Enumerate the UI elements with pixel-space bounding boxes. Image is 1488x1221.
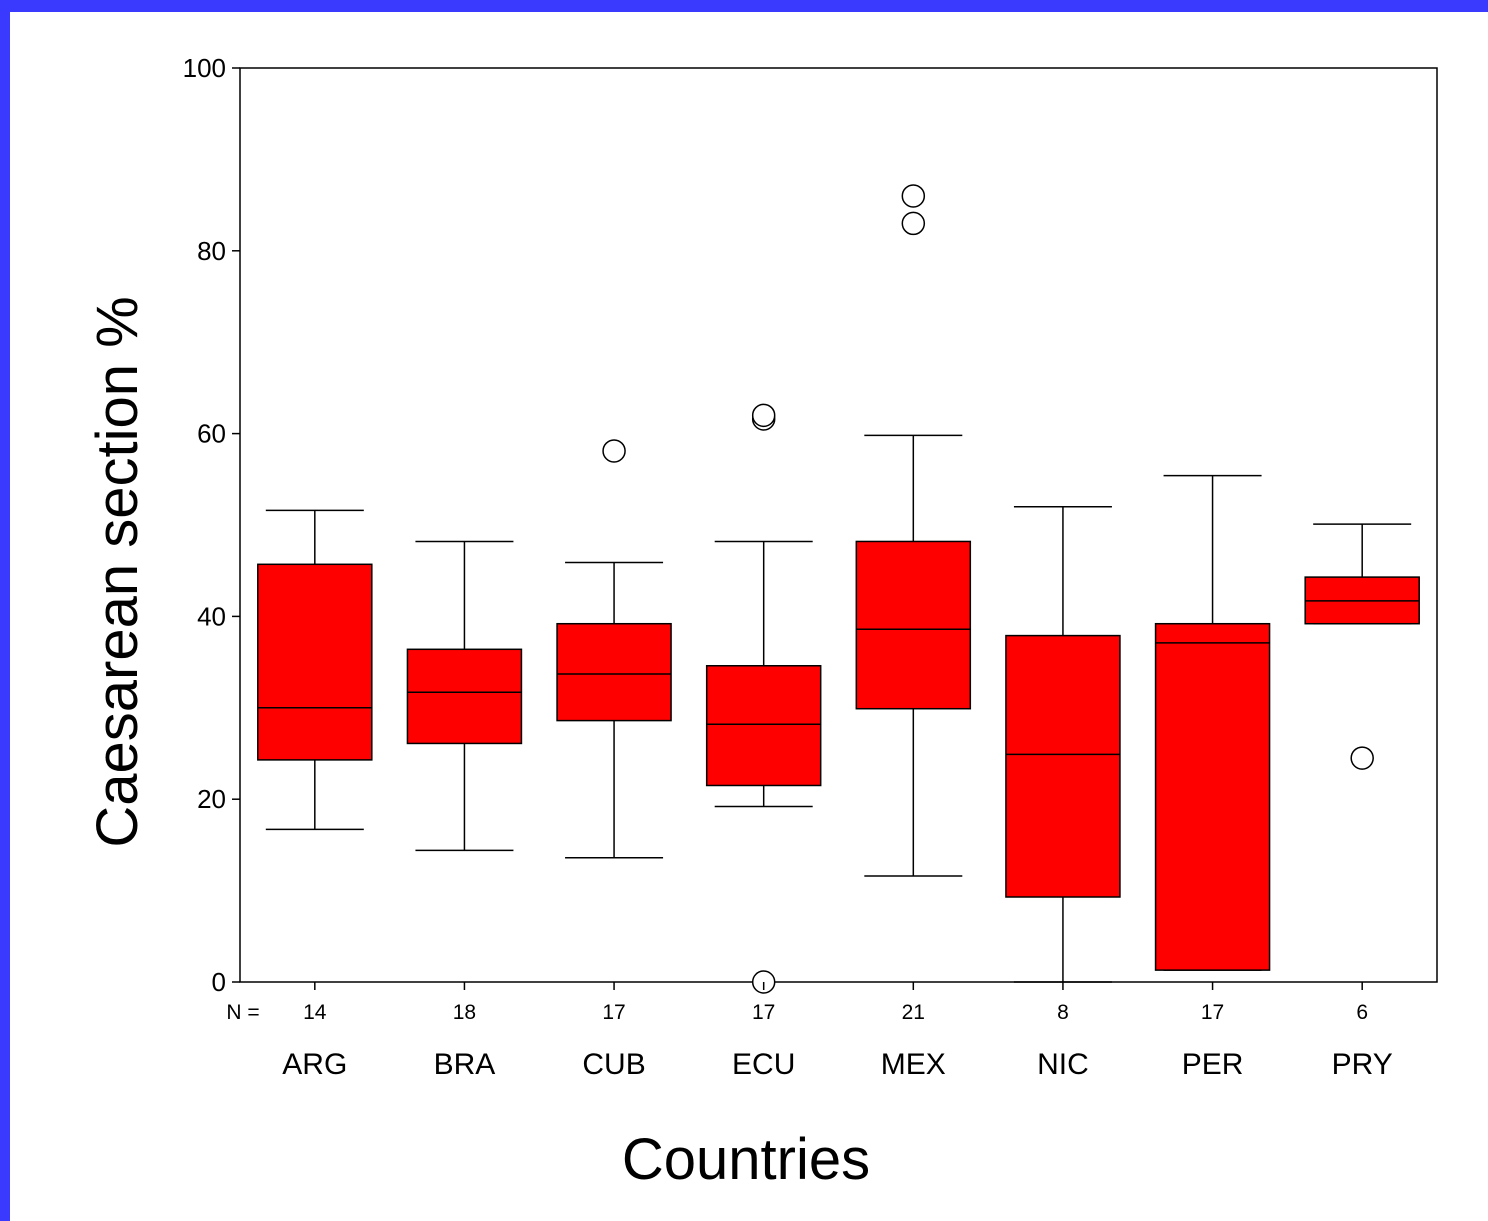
box-group-bra: 18 BRA xyxy=(406,540,523,1081)
box-group-nic: 8 NIC xyxy=(1005,505,1121,1081)
outlier-point xyxy=(751,403,776,428)
y-tick-label: 40 xyxy=(197,601,226,631)
y-tick-label: 80 xyxy=(197,236,226,266)
category-label: ECU xyxy=(732,1048,795,1081)
n-count-label: 18 xyxy=(453,1001,476,1024)
box-group-mex: 21 MEX xyxy=(855,184,972,1081)
category-label: BRA xyxy=(434,1048,496,1081)
box xyxy=(1154,622,1271,971)
category-label: NIC xyxy=(1037,1048,1089,1081)
category-label: MEX xyxy=(881,1048,946,1081)
box-group-ecu: 17 ECU xyxy=(705,403,822,1081)
y-axis-title: Caesarean section % xyxy=(85,296,150,847)
y-tick-label: 0 xyxy=(212,967,226,997)
category-label: PRY xyxy=(1332,1048,1393,1081)
box-group-arg: 14 ARG xyxy=(257,509,373,1081)
plot-frame xyxy=(239,67,1438,983)
box xyxy=(556,622,672,722)
n-count-label: 17 xyxy=(752,1001,775,1024)
y-tick-label: 100 xyxy=(183,53,226,83)
n-count-label: 17 xyxy=(602,1001,625,1024)
box xyxy=(257,563,373,761)
boxplot-chart: 0 20 40 60 80 100 14 ARG 18 BRA 17 CUB 17 ECU 21 MEX 8 NI… xyxy=(85,53,1438,1192)
outlier-point xyxy=(901,184,926,208)
category-label: CUB xyxy=(582,1048,645,1081)
chart-frame: 0 20 40 60 80 100 14 ARG 18 BRA 17 CUB 17 ECU 21 MEX 8 NI… xyxy=(10,12,1488,1221)
n-count-label: 17 xyxy=(1201,1001,1224,1024)
outlier-point xyxy=(602,439,626,463)
outlier-point xyxy=(901,211,926,236)
n-label: N = xyxy=(226,1001,259,1024)
box xyxy=(1005,634,1121,898)
y-tick-label: 20 xyxy=(197,784,226,814)
outlier-point xyxy=(1350,746,1374,770)
n-count-label: 14 xyxy=(303,1001,327,1024)
y-tick-label: 60 xyxy=(197,419,226,449)
box xyxy=(855,540,972,710)
n-count-label: 8 xyxy=(1057,1001,1069,1024)
plot-area: 0 20 40 60 80 100 14 ARG 18 BRA 17 CUB 17 ECU 21 MEX 8 NI… xyxy=(183,53,1438,1081)
box-group-per: 17 PER xyxy=(1154,474,1271,1081)
box xyxy=(705,665,822,787)
category-label: PER xyxy=(1182,1048,1244,1081)
n-count-label: 21 xyxy=(902,1001,925,1024)
box xyxy=(406,648,523,745)
category-label: ARG xyxy=(282,1048,347,1081)
x-axis-title: Countries xyxy=(622,1127,870,1192)
box-group-cub: 17 CUB xyxy=(556,439,672,1081)
box-group-pry: 6 PRY xyxy=(1304,523,1420,1081)
n-count-label: 6 xyxy=(1356,1001,1368,1024)
